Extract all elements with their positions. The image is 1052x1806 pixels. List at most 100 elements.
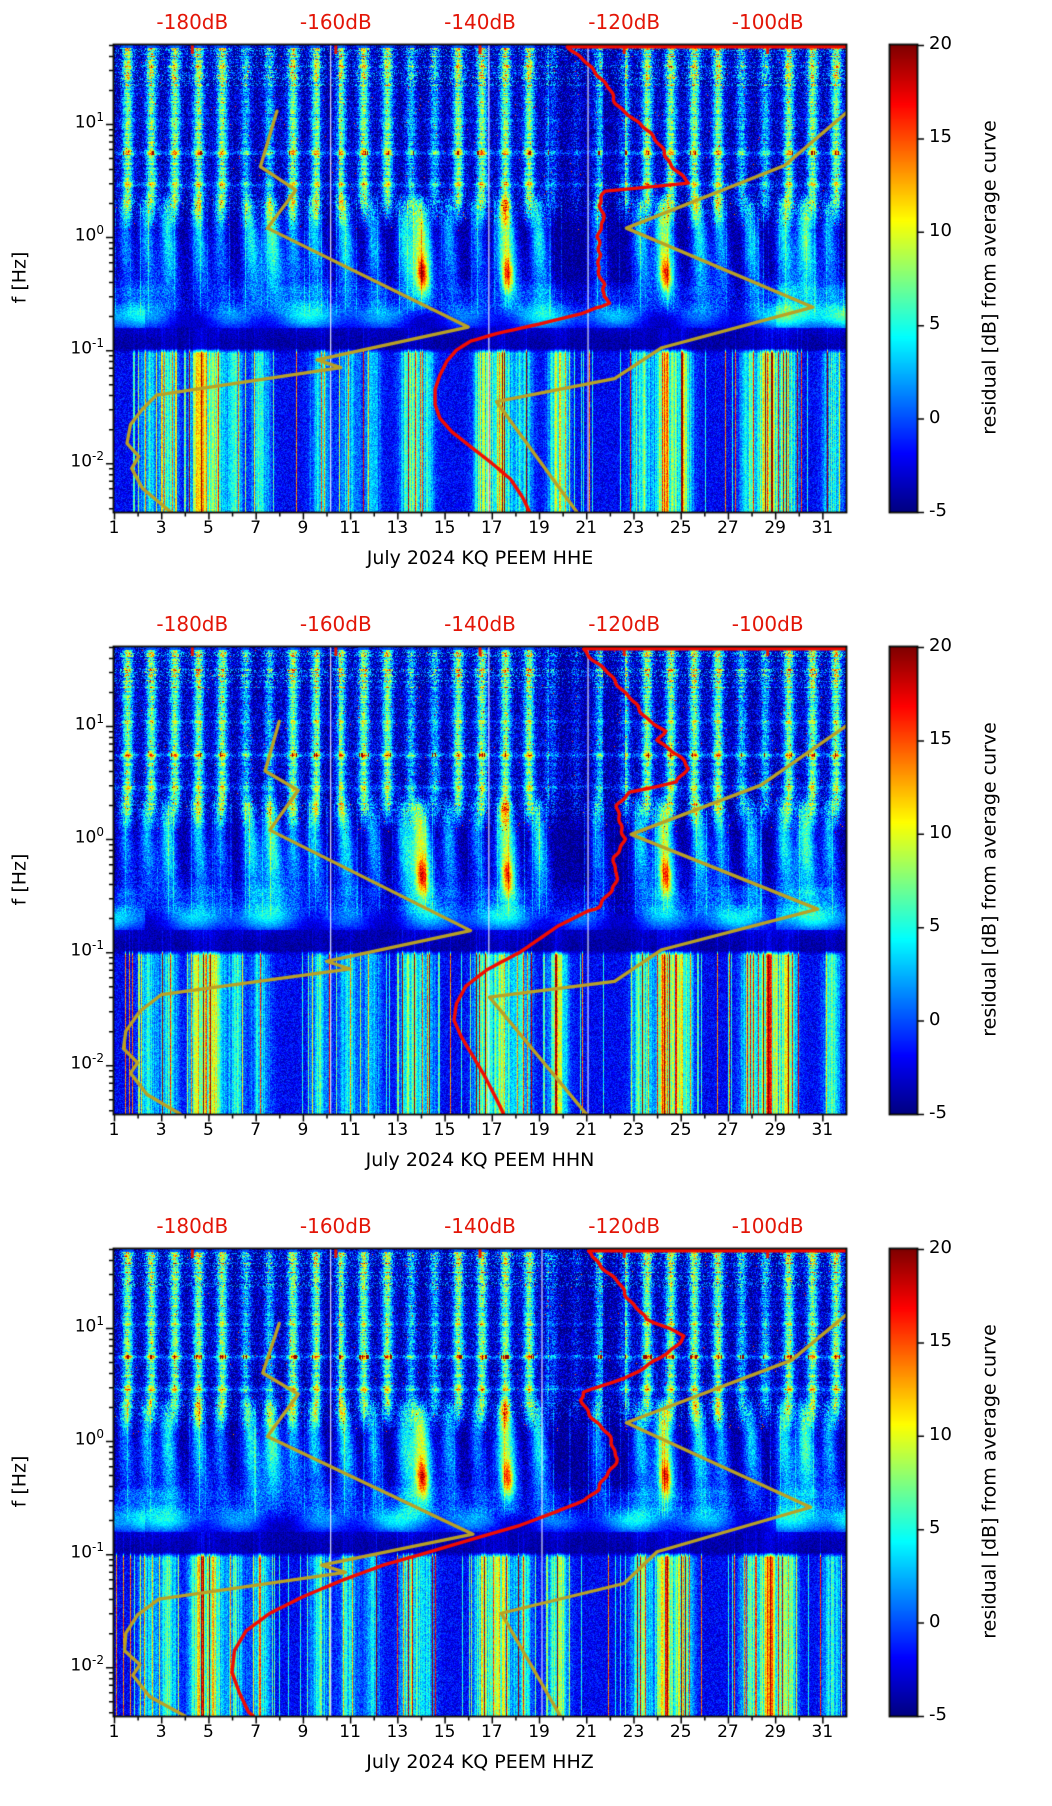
panel-hhe: -180dB -160dB -140dB -120dB -100dB 101 100 10-1… bbox=[0, 0, 1052, 602]
y-tick-label: 10-1 bbox=[40, 938, 104, 961]
x-tick-label: 13 bbox=[386, 518, 409, 538]
y-tick-exponent: 0 bbox=[96, 1427, 104, 1442]
y-tick-label: 101 bbox=[40, 712, 104, 735]
x-tick-label: 27 bbox=[717, 1722, 739, 1742]
x-tick-label: 29 bbox=[764, 1722, 786, 1742]
x-tick-label: 3 bbox=[155, 518, 167, 538]
x-tick-label: 5 bbox=[203, 1120, 214, 1140]
y-tick-base: 10 bbox=[74, 827, 97, 848]
x-tick-label: 15 bbox=[433, 1120, 456, 1140]
y-axis-title: f [Hz] bbox=[8, 1455, 31, 1507]
colorbar-tick-label: 20 bbox=[929, 33, 952, 54]
x-tick-label: 17 bbox=[480, 1120, 503, 1140]
y-tick-label: 100 bbox=[40, 825, 104, 848]
colorbar-tick-label: 0 bbox=[929, 1610, 941, 1632]
x-tick-label: 7 bbox=[250, 1722, 262, 1742]
y-tick-exponent: -1 bbox=[92, 336, 104, 351]
x-tick-label: 31 bbox=[811, 518, 834, 538]
top-axis-db-label: -100dB bbox=[731, 1214, 804, 1238]
x-tick-label: 23 bbox=[622, 518, 645, 538]
top-axis-db-label: -140dB bbox=[444, 612, 516, 636]
panel-hhz: -180dB -160dB -140dB -120dB -100dB 101 100 10-1… bbox=[0, 1204, 1052, 1806]
x-tick-label: 29 bbox=[764, 1120, 786, 1140]
axes-canvas-hhe bbox=[0, 0, 1052, 602]
y-tick-label: 10-1 bbox=[40, 336, 104, 359]
y-tick-exponent: 0 bbox=[96, 825, 104, 840]
y-axis-title: f [Hz] bbox=[8, 853, 31, 905]
colorbar-tick-label: 0 bbox=[929, 1008, 941, 1030]
y-tick-exponent: 1 bbox=[96, 712, 104, 727]
y-tick-base: 10 bbox=[70, 1655, 93, 1676]
panel-hhn: -180dB -160dB -140dB -120dB -100dB 101 100 10-1… bbox=[0, 602, 1052, 1204]
y-tick-base: 10 bbox=[74, 112, 97, 133]
y-tick-label: 100 bbox=[40, 1427, 104, 1450]
axes-canvas-hhz bbox=[0, 1204, 1052, 1806]
y-tick-label: 101 bbox=[40, 1314, 104, 1336]
colorbar-title: residual [dB] from average curve bbox=[978, 119, 1001, 435]
x-tick-label: 21 bbox=[575, 518, 598, 538]
x-tick-label: 1 bbox=[108, 1722, 120, 1742]
top-axis-db-label: -100dB bbox=[731, 10, 804, 34]
y-tick-exponent: -2 bbox=[92, 1653, 104, 1668]
y-tick-exponent: -1 bbox=[92, 1540, 104, 1555]
y-tick-exponent: -1 bbox=[92, 938, 104, 953]
y-tick-base: 10 bbox=[70, 1053, 93, 1074]
x-tick-label: 9 bbox=[297, 518, 309, 538]
x-tick-label: 23 bbox=[622, 1722, 645, 1742]
axes-canvas-hhn bbox=[0, 602, 1052, 1204]
x-tick-label: 21 bbox=[575, 1722, 598, 1742]
y-tick-base: 10 bbox=[74, 225, 97, 246]
top-axis-db-label: -120dB bbox=[588, 612, 661, 636]
colorbar-tick-label: 10 bbox=[929, 219, 952, 241]
x-tick-label: 25 bbox=[669, 1722, 692, 1742]
x-axis-title: July 2024 KQ PEEM HHE bbox=[366, 547, 594, 569]
colorbar-tick-label: 10 bbox=[929, 821, 952, 843]
x-tick-label: 7 bbox=[250, 518, 262, 538]
x-tick-label: 25 bbox=[669, 518, 692, 538]
y-tick-label: 101 bbox=[40, 110, 104, 133]
colorbar-tick-label: 15 bbox=[929, 1330, 952, 1352]
x-tick-label: 19 bbox=[528, 518, 550, 538]
x-tick-label: 5 bbox=[203, 518, 214, 538]
y-tick-base: 10 bbox=[74, 1429, 97, 1450]
x-tick-label: 27 bbox=[717, 518, 739, 538]
x-tick-label: 31 bbox=[811, 1120, 834, 1140]
x-tick-label: 13 bbox=[386, 1120, 409, 1140]
y-tick-exponent: -2 bbox=[92, 1051, 104, 1066]
top-axis-db-label: -120dB bbox=[588, 10, 661, 34]
top-axis-db-label: -160dB bbox=[299, 612, 372, 636]
x-tick-label: 25 bbox=[669, 1120, 692, 1140]
x-tick-label: 1 bbox=[108, 1120, 120, 1140]
top-axis-db-label: -160dB bbox=[299, 10, 372, 34]
y-tick-label: 10-2 bbox=[40, 1051, 104, 1074]
x-tick-label: 1 bbox=[108, 518, 120, 538]
y-tick-label: 100 bbox=[40, 223, 104, 246]
x-tick-label: 5 bbox=[203, 1722, 214, 1742]
colorbar-tick-label: -5 bbox=[929, 1102, 947, 1123]
y-tick-base: 10 bbox=[70, 1542, 93, 1563]
x-tick-label: 11 bbox=[339, 518, 361, 538]
colorbar-title: residual [dB] from average curve bbox=[978, 1323, 1001, 1639]
x-tick-label: 27 bbox=[717, 1120, 739, 1140]
y-tick-exponent: 1 bbox=[96, 110, 104, 125]
y-tick-base: 10 bbox=[74, 714, 97, 735]
x-tick-label: 23 bbox=[622, 1120, 645, 1140]
x-axis-title: July 2024 KQ PEEM HHN bbox=[365, 1149, 595, 1171]
x-tick-label: 29 bbox=[764, 518, 786, 538]
top-axis-db-label: -140dB bbox=[444, 10, 516, 34]
colorbar-tick-label: 0 bbox=[929, 406, 941, 428]
y-tick-exponent: -2 bbox=[92, 449, 104, 464]
y-tick-label: 10-1 bbox=[40, 1540, 104, 1563]
top-axis-db-label: -120dB bbox=[588, 1214, 661, 1238]
x-tick-label: 21 bbox=[575, 1120, 598, 1140]
x-tick-label: 19 bbox=[528, 1120, 550, 1140]
colorbar-tick-label: 20 bbox=[929, 635, 952, 656]
y-tick-exponent: 1 bbox=[96, 1314, 104, 1329]
colorbar-tick-label: 15 bbox=[929, 728, 952, 750]
colorbar-tick-label: 5 bbox=[929, 313, 941, 335]
x-axis-title: July 2024 KQ PEEM HHZ bbox=[366, 1751, 594, 1773]
x-tick-label: 17 bbox=[480, 518, 503, 538]
y-tick-exponent: 0 bbox=[96, 223, 104, 238]
x-tick-label: 3 bbox=[155, 1120, 167, 1140]
